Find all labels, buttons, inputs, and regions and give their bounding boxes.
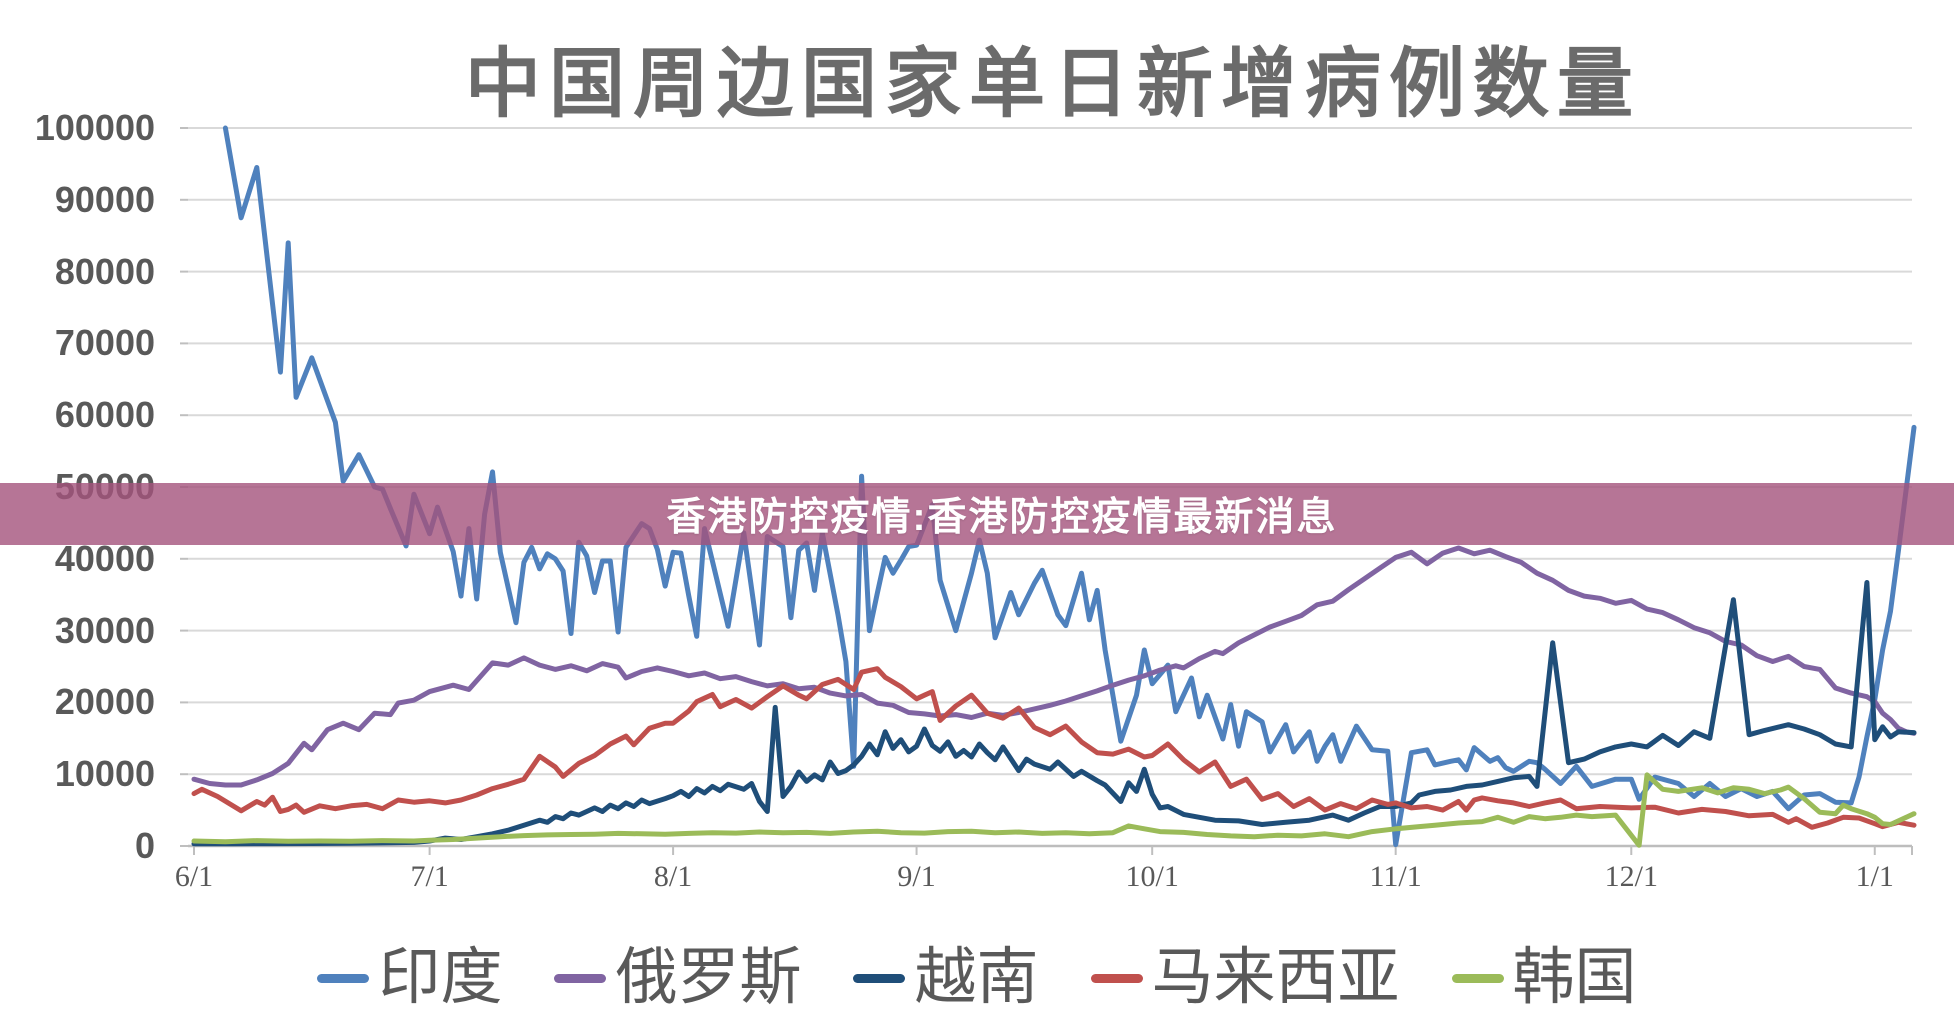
legend-label-south-korea: 韩国 bbox=[1512, 944, 1637, 1012]
news-banner-link[interactable]: 香港防控疫情:香港防控疫情最新消息 bbox=[666, 496, 1338, 539]
x-axis-label-10-1: 10/1 bbox=[1125, 860, 1179, 893]
legend: 印度 俄罗斯 越南 马来西亚 韩国 bbox=[0, 938, 1954, 1018]
legend-swatch-malaysia bbox=[1090, 973, 1143, 983]
series-line-india bbox=[222, 125, 1917, 848]
legend-item-vietnam: 越南 bbox=[853, 943, 1039, 1013]
legend-item-india: 印度 bbox=[317, 943, 502, 1013]
legend-item-south-korea: 韩国 bbox=[1451, 943, 1637, 1013]
legend-item-russia: 俄罗斯 bbox=[554, 943, 801, 1013]
legend-label-russia: 俄罗斯 bbox=[615, 944, 802, 1012]
legend-label-malaysia: 马来西亚 bbox=[1151, 944, 1400, 1012]
x-axis-label-11-1: 11/1 bbox=[1369, 860, 1422, 893]
legend-label-vietnam: 越南 bbox=[914, 944, 1039, 1012]
legend-label-india: 印度 bbox=[378, 944, 503, 1012]
series-line-south-korea bbox=[191, 772, 1917, 848]
legend-swatch-south-korea bbox=[1451, 973, 1504, 983]
y-axis-label-40000: 40000 bbox=[54, 537, 155, 579]
y-axis-label-90000: 90000 bbox=[54, 178, 155, 220]
legend-swatch-russia bbox=[554, 973, 607, 983]
x-axis-label-9-1: 9/1 bbox=[897, 860, 936, 893]
legend-item-malaysia: 马来西亚 bbox=[1090, 943, 1400, 1013]
legend-swatch-vietnam bbox=[853, 973, 906, 983]
y-axis-label-100000: 100000 bbox=[34, 107, 155, 148]
series-line-vietnam bbox=[191, 580, 1917, 847]
y-axis-label-20000: 20000 bbox=[54, 681, 155, 723]
series-line-russia bbox=[191, 545, 1917, 788]
y-axis-label-0: 0 bbox=[134, 825, 155, 866]
x-axis-label-1-1: 1/1 bbox=[1855, 860, 1894, 893]
x-axis-label-8-1: 8/1 bbox=[653, 860, 693, 893]
news-banner: 香港防控疫情:香港防控疫情最新消息 bbox=[0, 483, 1954, 545]
y-axis-label-70000: 70000 bbox=[54, 322, 155, 364]
y-axis-label-30000: 30000 bbox=[54, 609, 155, 651]
x-axis-label-7-1: 7/1 bbox=[410, 860, 449, 893]
series-line-malaysia bbox=[191, 666, 1917, 830]
legend-swatch-india bbox=[317, 973, 370, 983]
x-axis-label-12-1: 12/1 bbox=[1604, 860, 1658, 893]
x-axis-label-6-1: 6/1 bbox=[174, 860, 214, 893]
y-axis-label-80000: 80000 bbox=[54, 250, 155, 292]
y-axis-label-60000: 60000 bbox=[54, 394, 155, 436]
chart-title: 中国周边国家单日新增病例数量 bbox=[465, 43, 1641, 127]
y-axis-label-10000: 10000 bbox=[54, 753, 155, 795]
